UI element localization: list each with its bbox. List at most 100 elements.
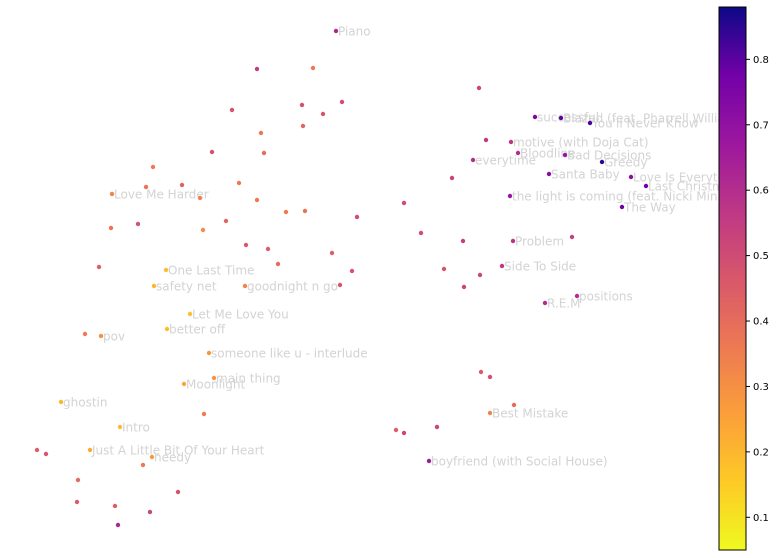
scatter-point	[562, 152, 568, 158]
scatter-point	[499, 263, 505, 269]
scatter-point	[483, 137, 489, 143]
point-label: the light is coming (feat. Nicki Minaj)	[512, 190, 733, 204]
point-label: someone like u - interlude	[211, 347, 368, 361]
scatter-point	[320, 111, 326, 117]
scatter-point	[511, 402, 517, 408]
point-label: Bloodline	[520, 147, 576, 161]
scatter-point	[254, 66, 260, 72]
scatter-point	[487, 374, 493, 380]
scatter-point	[87, 447, 93, 453]
point-label: Love Me Harder	[114, 188, 209, 202]
scatter-point	[74, 499, 80, 505]
scatter-point	[58, 399, 64, 405]
point-label: everytime	[475, 154, 536, 168]
scatter-point	[302, 208, 308, 214]
point-label: Blazed (feat. Pharrell Williams)	[563, 112, 747, 126]
scatter-point	[112, 503, 118, 509]
scatter-point	[460, 238, 466, 244]
point-label: main thing	[216, 372, 281, 386]
scatter-point	[96, 264, 102, 270]
point-label: ghostin	[63, 396, 107, 410]
scatter-point	[628, 174, 634, 180]
scatter-point	[98, 333, 104, 339]
scatter-point	[487, 410, 493, 416]
scatter-point	[243, 242, 249, 248]
scatter-point	[117, 424, 123, 430]
scatter-point	[242, 283, 248, 289]
point-label: Moonlight	[186, 378, 246, 392]
scatter-point	[349, 268, 355, 274]
point-label: One Last Time	[168, 264, 254, 278]
data-points	[34, 28, 649, 528]
scatter-point	[254, 197, 260, 203]
scatter-point	[82, 331, 88, 337]
point-label: goodnight n go	[247, 280, 338, 294]
scatter-point	[175, 489, 181, 495]
scatter-point	[476, 85, 482, 91]
scatter-point	[574, 293, 580, 299]
point-label: safety net	[156, 280, 217, 294]
scatter-point	[619, 204, 625, 210]
point-label: boyfriend (with Social House)	[431, 455, 608, 469]
scatter-point	[393, 427, 399, 433]
scatter-point	[300, 123, 306, 129]
point-label: Love Is Everything	[633, 171, 744, 185]
scatter-point	[643, 183, 649, 189]
scatter-point	[310, 65, 316, 71]
scatter-point	[109, 191, 115, 197]
point-label: You'll Never Know	[591, 117, 699, 131]
scatter-point	[478, 369, 484, 375]
colorbar-tick-label: 0.3	[753, 382, 769, 393]
scatter-point	[546, 171, 552, 177]
scatter-point	[283, 209, 289, 215]
colorbar-tick-label: 0.4	[753, 317, 769, 328]
point-label: Greedy	[604, 156, 647, 170]
scatter-point	[339, 99, 345, 105]
colorbar-gradient	[718, 6, 747, 551]
point-label: The Way	[623, 201, 676, 215]
scatter-point	[542, 300, 548, 306]
point-label: motive (with Doja Cat)	[513, 136, 649, 150]
point-label: Just A Little Bit Of Your Heart	[91, 444, 265, 458]
scatter-point	[229, 107, 235, 113]
point-label: Bad Decisions	[567, 149, 651, 163]
scatter-point	[510, 238, 516, 244]
scatter-point	[418, 230, 424, 236]
point-label: Problem	[515, 235, 564, 249]
scatter-point	[515, 150, 521, 156]
scatter-point	[150, 164, 156, 170]
point-label: successful	[537, 111, 599, 125]
scatter-point	[258, 130, 264, 136]
point-label: Let Me Love You	[192, 308, 289, 322]
point-label: Santa Baby	[551, 168, 620, 182]
point-label: Piano	[338, 25, 371, 39]
scatter-point	[143, 184, 149, 190]
scatter-point	[187, 311, 193, 317]
scatter-point	[200, 227, 206, 233]
scatter-point	[147, 509, 153, 515]
point-labels: Piano Love Me Harder One Last Time safety n…	[63, 25, 747, 469]
scatter-point	[569, 234, 575, 240]
scatter-point	[261, 150, 267, 156]
colorbar-tick-label: 0.8	[753, 55, 769, 66]
scatter-point	[149, 454, 155, 460]
scatter-point	[236, 180, 242, 186]
point-label: better off	[169, 323, 226, 337]
scatter-point	[265, 246, 271, 252]
point-label: pov	[103, 330, 125, 344]
scatter-point	[532, 114, 538, 120]
scatter-point	[181, 381, 187, 387]
scatter-point	[426, 458, 432, 464]
scatter-point	[434, 424, 440, 430]
scatter-point	[151, 283, 157, 289]
colorbar-tick-label: 0.1	[753, 513, 769, 524]
scatter-point	[558, 115, 564, 121]
scatter-point	[401, 430, 407, 436]
scatter-point	[337, 282, 343, 288]
scatter-point	[34, 447, 40, 453]
point-label: Best Mistake	[492, 407, 568, 421]
point-label: R.E.M	[547, 297, 580, 311]
scatter-point	[140, 462, 146, 468]
scatter-point	[135, 221, 141, 227]
